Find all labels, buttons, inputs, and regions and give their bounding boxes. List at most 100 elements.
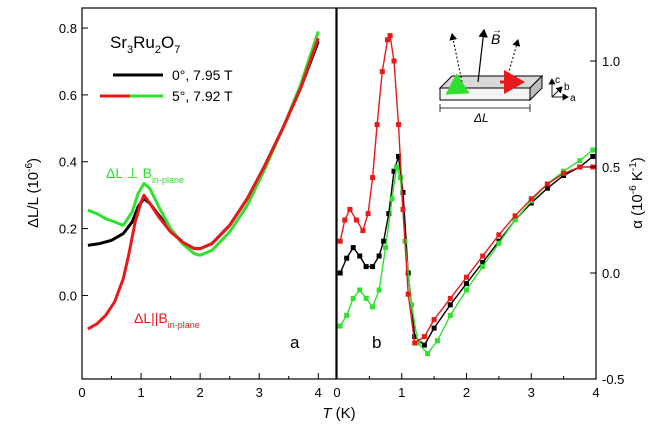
panel-b-ylabel: α (10-6 K-1)	[628, 157, 646, 229]
inset-length-label: ΔL	[473, 111, 489, 125]
panel-b-point-2-13	[400, 206, 406, 212]
panel-b-point-2-8	[379, 69, 385, 75]
panel-b-point-2-18	[447, 295, 453, 301]
panel-b-point-1-3	[357, 287, 363, 293]
legend-title: Sr3Ru2O7	[110, 33, 180, 56]
panel-b-point-1-16	[447, 312, 453, 318]
panel-a-ytick-label-2: 0.4	[59, 155, 77, 170]
panel-b-point-0-13	[412, 334, 418, 340]
panel-b-point-0-8	[386, 211, 392, 217]
panel-b-point-2-14	[405, 291, 411, 297]
inset-field-arrow	[477, 28, 488, 83]
x-axis-label: T (K)	[322, 405, 355, 422]
panel-b-point-1-24	[577, 158, 583, 164]
inset-green-arrow	[445, 73, 470, 95]
panel-b-point-2-24	[544, 181, 550, 187]
panel-b-point-2-5	[365, 211, 371, 217]
panel-b-point-2-26	[577, 164, 583, 170]
inset-axis-c-label: c	[555, 75, 560, 86]
panel-b-point-0-15	[431, 325, 437, 331]
panel-b-point-1-1	[344, 312, 350, 318]
inset-field-dotted-1	[449, 33, 463, 83]
panel-b-point-2-3	[353, 217, 359, 223]
panel-a-xtick-label-2: 2	[197, 385, 204, 400]
panel-b-point-0-10	[396, 153, 401, 159]
panel-b-series-line-2	[339, 34, 593, 344]
panel-b-point-2-20	[480, 253, 486, 259]
panel-b-point-1-2	[350, 295, 356, 301]
panel-b-ytick-label-2: 0.5	[602, 160, 620, 175]
panel-b-point-2-1	[342, 217, 348, 223]
panel-b-point-1-13	[415, 340, 421, 346]
panel-b-point-1-8	[389, 196, 395, 202]
panel-b-point-1-4	[363, 295, 369, 301]
annotation-perpendicular: ΔL ⊥ Bin-plane	[106, 165, 184, 185]
inset-sample-side	[529, 74, 543, 102]
panel-b-series-line-0	[339, 155, 594, 346]
panel-b-xtick-label-0: 0	[333, 385, 340, 400]
panel-b-point-1-6	[376, 287, 382, 293]
inset-sample-diagram: B → ΔL c b a	[438, 25, 576, 125]
panel-b-point-2-21	[496, 232, 502, 238]
panel-b-point-0-2	[350, 245, 356, 251]
inset-axis-a-label: a	[570, 93, 576, 104]
inset-axis-b-label: b	[564, 82, 570, 93]
panel-b-point-0-4	[363, 264, 369, 270]
panel-b-point-0-18	[480, 259, 486, 265]
panel-b-point-1-14	[425, 351, 431, 357]
panel-b-point-1-12	[409, 302, 414, 308]
panel-b-point-2-15	[412, 340, 418, 346]
panel-b-point-0-16	[447, 302, 453, 308]
panel-b-ytick-label-3: 1.0	[602, 54, 620, 69]
panel-a-xtick-label-1: 1	[137, 385, 144, 400]
panel-b-point-0-5	[370, 264, 376, 270]
panel-a-ticks: 0 1 2 3 4 0.0 0.2 0.4 0.6 0.8	[59, 21, 322, 400]
panel-a-ytick-label-4: 0.8	[59, 21, 77, 36]
panel-b-ticks: 0 1 2 3 4-0.5 0.0 0.5 1.0	[333, 54, 624, 400]
panel-b-series-line-1	[339, 149, 594, 355]
panel-b-point-0-9	[391, 168, 397, 174]
panel-a: 0 1 2 3 4 0.0 0.2 0.4 0.6 0.8 ΔL/L (10-6) Sr3Ru2O…	[24, 7, 337, 400]
panel-b-point-0-25	[590, 153, 596, 159]
panel-a-series-line-1	[87, 30, 320, 257]
panel-a-ytick-label-1: 0.2	[59, 222, 77, 237]
panel-b-point-2-11	[391, 58, 397, 64]
panel-b-point-0-3	[357, 253, 363, 259]
panel-b-point-0-22	[544, 185, 550, 191]
panel-b-point-2-19	[464, 274, 469, 280]
panel-b-point-1-7	[383, 245, 389, 251]
panel-b-ytick-label-0: -0.5	[602, 372, 624, 387]
panel-b-point-1-5	[370, 304, 376, 310]
legend-label-0: 0°, 7.95 T	[172, 67, 233, 83]
panel-b: 0 1 2 3 4-0.5 0.0 0.5 1.0 α (10-6 K-1) b B → ΔL…	[333, 7, 646, 400]
panel-a-series	[87, 30, 320, 331]
panel-b-point-2-0	[337, 238, 343, 244]
panel-a-letter: a	[290, 333, 300, 352]
panel-b-point-1-25	[590, 147, 596, 153]
panel-b-point-2-2	[347, 206, 353, 212]
inset-field-vector-mark: →	[492, 25, 502, 36]
panel-b-point-0-1	[344, 255, 350, 261]
panel-b-point-2-17	[431, 317, 437, 323]
panel-b-ytick-label-1: 0.0	[602, 266, 620, 281]
legend-label-1: 5°, 7.92 T	[172, 88, 233, 104]
panel-b-point-2-4	[360, 228, 366, 234]
panel-b-point-1-10	[398, 175, 403, 181]
panel-b-xtick-label-2: 2	[463, 385, 470, 400]
legend: Sr3Ru2O7 0°, 7.95 T 5°, 7.92 T	[100, 33, 233, 104]
panel-b-point-1-17	[464, 287, 469, 293]
panel-b-point-1-15	[434, 338, 440, 344]
panel-b-point-0-0	[337, 270, 343, 276]
panel-b-point-2-7	[374, 122, 380, 128]
panel-b-point-1-18	[480, 264, 486, 270]
panel-b-point-0-7	[381, 238, 387, 244]
panel-b-point-2-12	[396, 122, 401, 128]
panel-b-xtick-label-1: 1	[398, 385, 405, 400]
panel-b-letter: b	[372, 333, 381, 352]
panel-b-point-1-20	[512, 217, 518, 223]
panel-b-point-2-22	[512, 213, 518, 219]
panel-b-point-2-25	[561, 170, 567, 176]
panel-b-point-0-11	[400, 189, 406, 195]
panel-a-xtick-label-3: 3	[256, 385, 263, 400]
